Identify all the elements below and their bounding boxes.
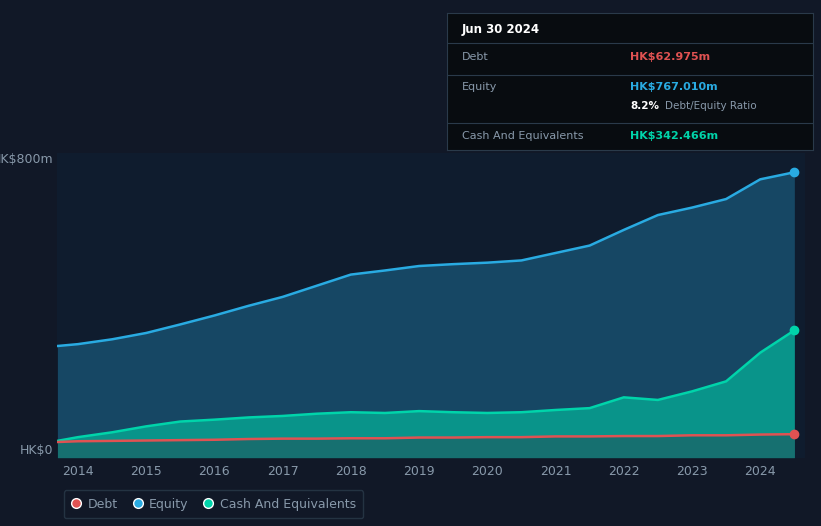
Text: HK$62.975m: HK$62.975m [631, 52, 710, 62]
Text: Debt/Equity Ratio: Debt/Equity Ratio [665, 101, 756, 111]
Text: HK$767.010m: HK$767.010m [631, 82, 718, 92]
Text: HK$342.466m: HK$342.466m [631, 131, 718, 141]
Text: Debt: Debt [462, 52, 488, 62]
Legend: Debt, Equity, Cash And Equivalents: Debt, Equity, Cash And Equivalents [64, 490, 363, 519]
Text: 8.2%: 8.2% [631, 101, 659, 111]
Text: HK$0: HK$0 [21, 444, 53, 457]
Text: HK$800m: HK$800m [0, 154, 53, 167]
Text: Cash And Equivalents: Cash And Equivalents [462, 131, 584, 141]
Text: Equity: Equity [462, 82, 498, 92]
Text: Jun 30 2024: Jun 30 2024 [462, 23, 540, 36]
